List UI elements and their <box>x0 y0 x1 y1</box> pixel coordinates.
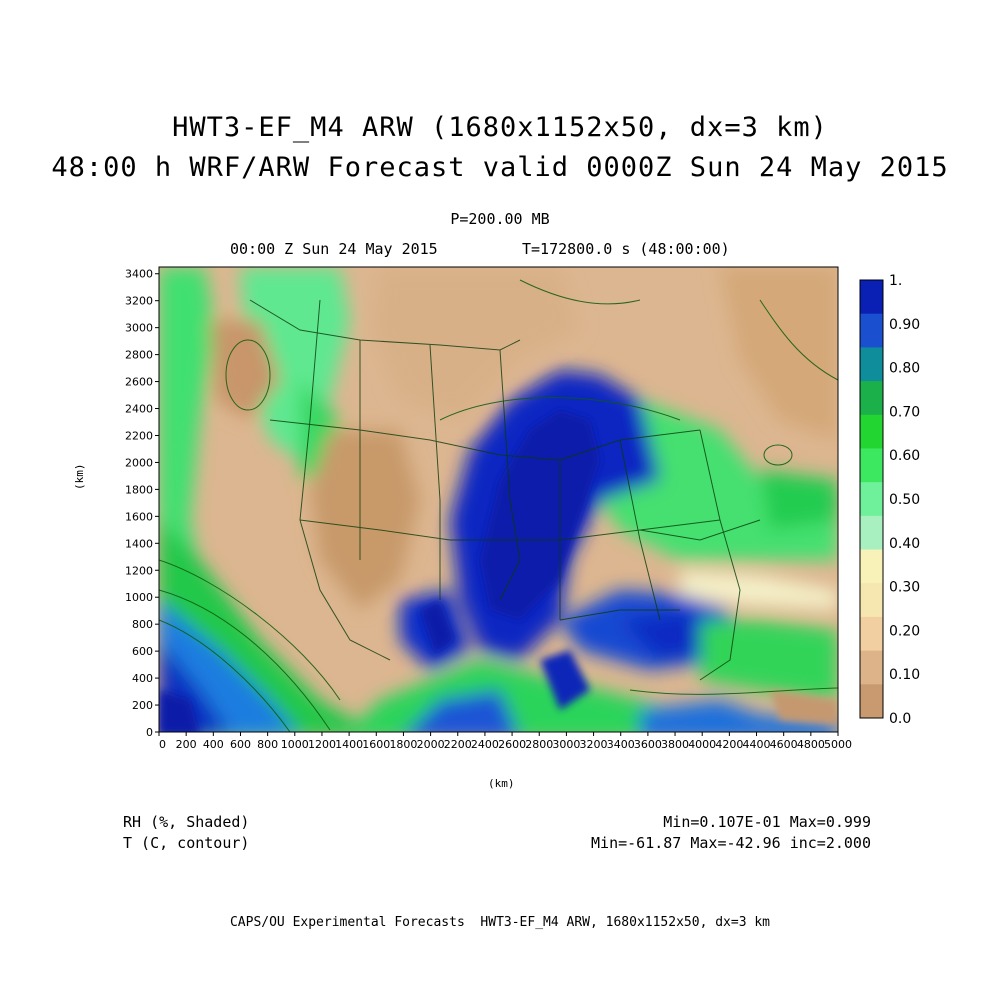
x-tick-label: 4400 <box>743 738 771 751</box>
y-tick-label: 1800 <box>125 483 153 496</box>
x-tick-label: 1200 <box>308 738 336 751</box>
colorbar-label: 0.40 <box>889 536 920 552</box>
colorbar-label: 0.10 <box>889 667 920 683</box>
y-tick-label: 600 <box>132 645 153 658</box>
colorbar-swatch <box>860 381 883 416</box>
contour-field-label: T (C, contour) <box>123 834 250 852</box>
x-tick-label: 400 <box>203 738 224 751</box>
y-tick-label: 3400 <box>125 268 153 281</box>
rh-colorbar: 1. 0.90 0.80 0.70 0.60 0.50 0.40 0.30 0.20 0.10 0.… <box>859 273 920 727</box>
x-tick-label: 1400 <box>335 738 363 751</box>
x-tick-label: 600 <box>230 738 251 751</box>
y-tick-label: 2400 <box>125 403 153 416</box>
x-tick-label: 4200 <box>715 738 743 751</box>
x-tick-label: 4000 <box>688 738 716 751</box>
colorbar-label: 0.0 <box>889 711 911 727</box>
x-tick-label: 2800 <box>525 738 553 751</box>
x-tick-label: 3000 <box>552 738 580 751</box>
colorbar-swatch <box>860 280 883 315</box>
colorbar-swatch <box>860 448 883 483</box>
y-tick-label: 200 <box>132 699 153 712</box>
colorbar-swatch <box>860 313 883 348</box>
x-tick-label: 0 <box>159 738 166 751</box>
colorbar-swatch <box>860 650 883 685</box>
plot-title-line1: HWT3-EF_M4 ARW (1680x1152x50, dx=3 km) <box>172 112 828 143</box>
x-tick-label: 3200 <box>580 738 608 751</box>
colorbar-label: 1. <box>889 273 902 289</box>
y-tick-label: 3200 <box>125 295 153 308</box>
plot-title-line2: 48:00 h WRF/ARW Forecast valid 0000Z Sun… <box>51 152 949 183</box>
y-tick-label: 1600 <box>125 510 153 523</box>
y-tick-label: 3000 <box>125 322 153 335</box>
colorbar-label: 0.20 <box>889 623 920 639</box>
colorbar-label: 0.90 <box>889 317 920 333</box>
x-tick-label: 2600 <box>498 738 526 751</box>
colorbar-swatch <box>860 684 883 719</box>
y-tick-label: 2200 <box>125 429 153 442</box>
x-axis-label: (km) <box>488 777 515 790</box>
valid-time-label: 00:00 Z Sun 24 May 2015 <box>230 240 438 258</box>
shaded-field-stats: Min=0.107E-01 Max=0.999 <box>663 813 871 831</box>
y-tick-label: 1000 <box>125 591 153 604</box>
colorbar-swatch <box>860 583 883 618</box>
colorbar-swatch <box>860 347 883 382</box>
y-tick-label: 1400 <box>125 537 153 550</box>
x-tick-label: 3400 <box>607 738 635 751</box>
contour-field-stats: Min=-61.87 Max=-42.96 inc=2.000 <box>591 834 871 852</box>
x-tick-label: 200 <box>176 738 197 751</box>
x-tick-label: 800 <box>257 738 278 751</box>
y-tick-label: 2600 <box>125 376 153 389</box>
colorbar-swatch <box>860 616 883 652</box>
colorbar-label: 0.50 <box>889 492 920 508</box>
y-tick-label: 400 <box>132 672 153 685</box>
map-frame <box>158 266 839 733</box>
colorbar-swatch <box>860 482 883 517</box>
colorbar-swatch <box>860 515 883 551</box>
colorbar-swatch <box>860 414 883 449</box>
colorbar-label: 0.80 <box>889 361 920 377</box>
y-tick-label: 2000 <box>125 456 153 469</box>
pressure-level-label: P=200.00 MB <box>450 210 550 228</box>
x-axis: 0 200 400 600 800 1000 1200 1400 1600 1800 2000 220… <box>158 732 852 751</box>
x-tick-label: 3800 <box>661 738 689 751</box>
forecast-seconds-label: T=172800.0 s (48:00:00) <box>522 240 730 258</box>
colorbar-label: 0.60 <box>889 448 920 464</box>
x-tick-label: 3600 <box>634 738 662 751</box>
x-tick-label: 4800 <box>797 738 825 751</box>
shaded-field-label: RH (%, Shaded) <box>123 813 250 831</box>
footer-credit: CAPS/OU Experimental Forecasts HWT3-EF_M… <box>229 915 771 930</box>
x-tick-label: 4600 <box>770 738 798 751</box>
x-tick-label: 2400 <box>471 738 499 751</box>
x-tick-label: 5000 <box>824 738 852 751</box>
x-tick-label: 2200 <box>444 738 472 751</box>
x-tick-label: 1800 <box>389 738 417 751</box>
x-tick-label: 1600 <box>362 738 390 751</box>
y-tick-label: 2800 <box>125 349 153 362</box>
y-tick-label: 1200 <box>125 564 153 577</box>
x-tick-label: 2000 <box>417 738 445 751</box>
colorbar-label: 0.30 <box>889 580 920 596</box>
rh-shaded-field <box>159 267 838 732</box>
y-tick-label: 800 <box>132 618 153 631</box>
colorbar-swatch <box>860 549 883 584</box>
colorbar-label: 0.70 <box>889 404 920 420</box>
x-tick-label: 1000 <box>281 738 309 751</box>
y-axis: 0 200 400 600 800 1000 1200 1400 1600 1800 2000 220… <box>125 268 159 739</box>
y-tick-label: 0 <box>146 726 153 739</box>
